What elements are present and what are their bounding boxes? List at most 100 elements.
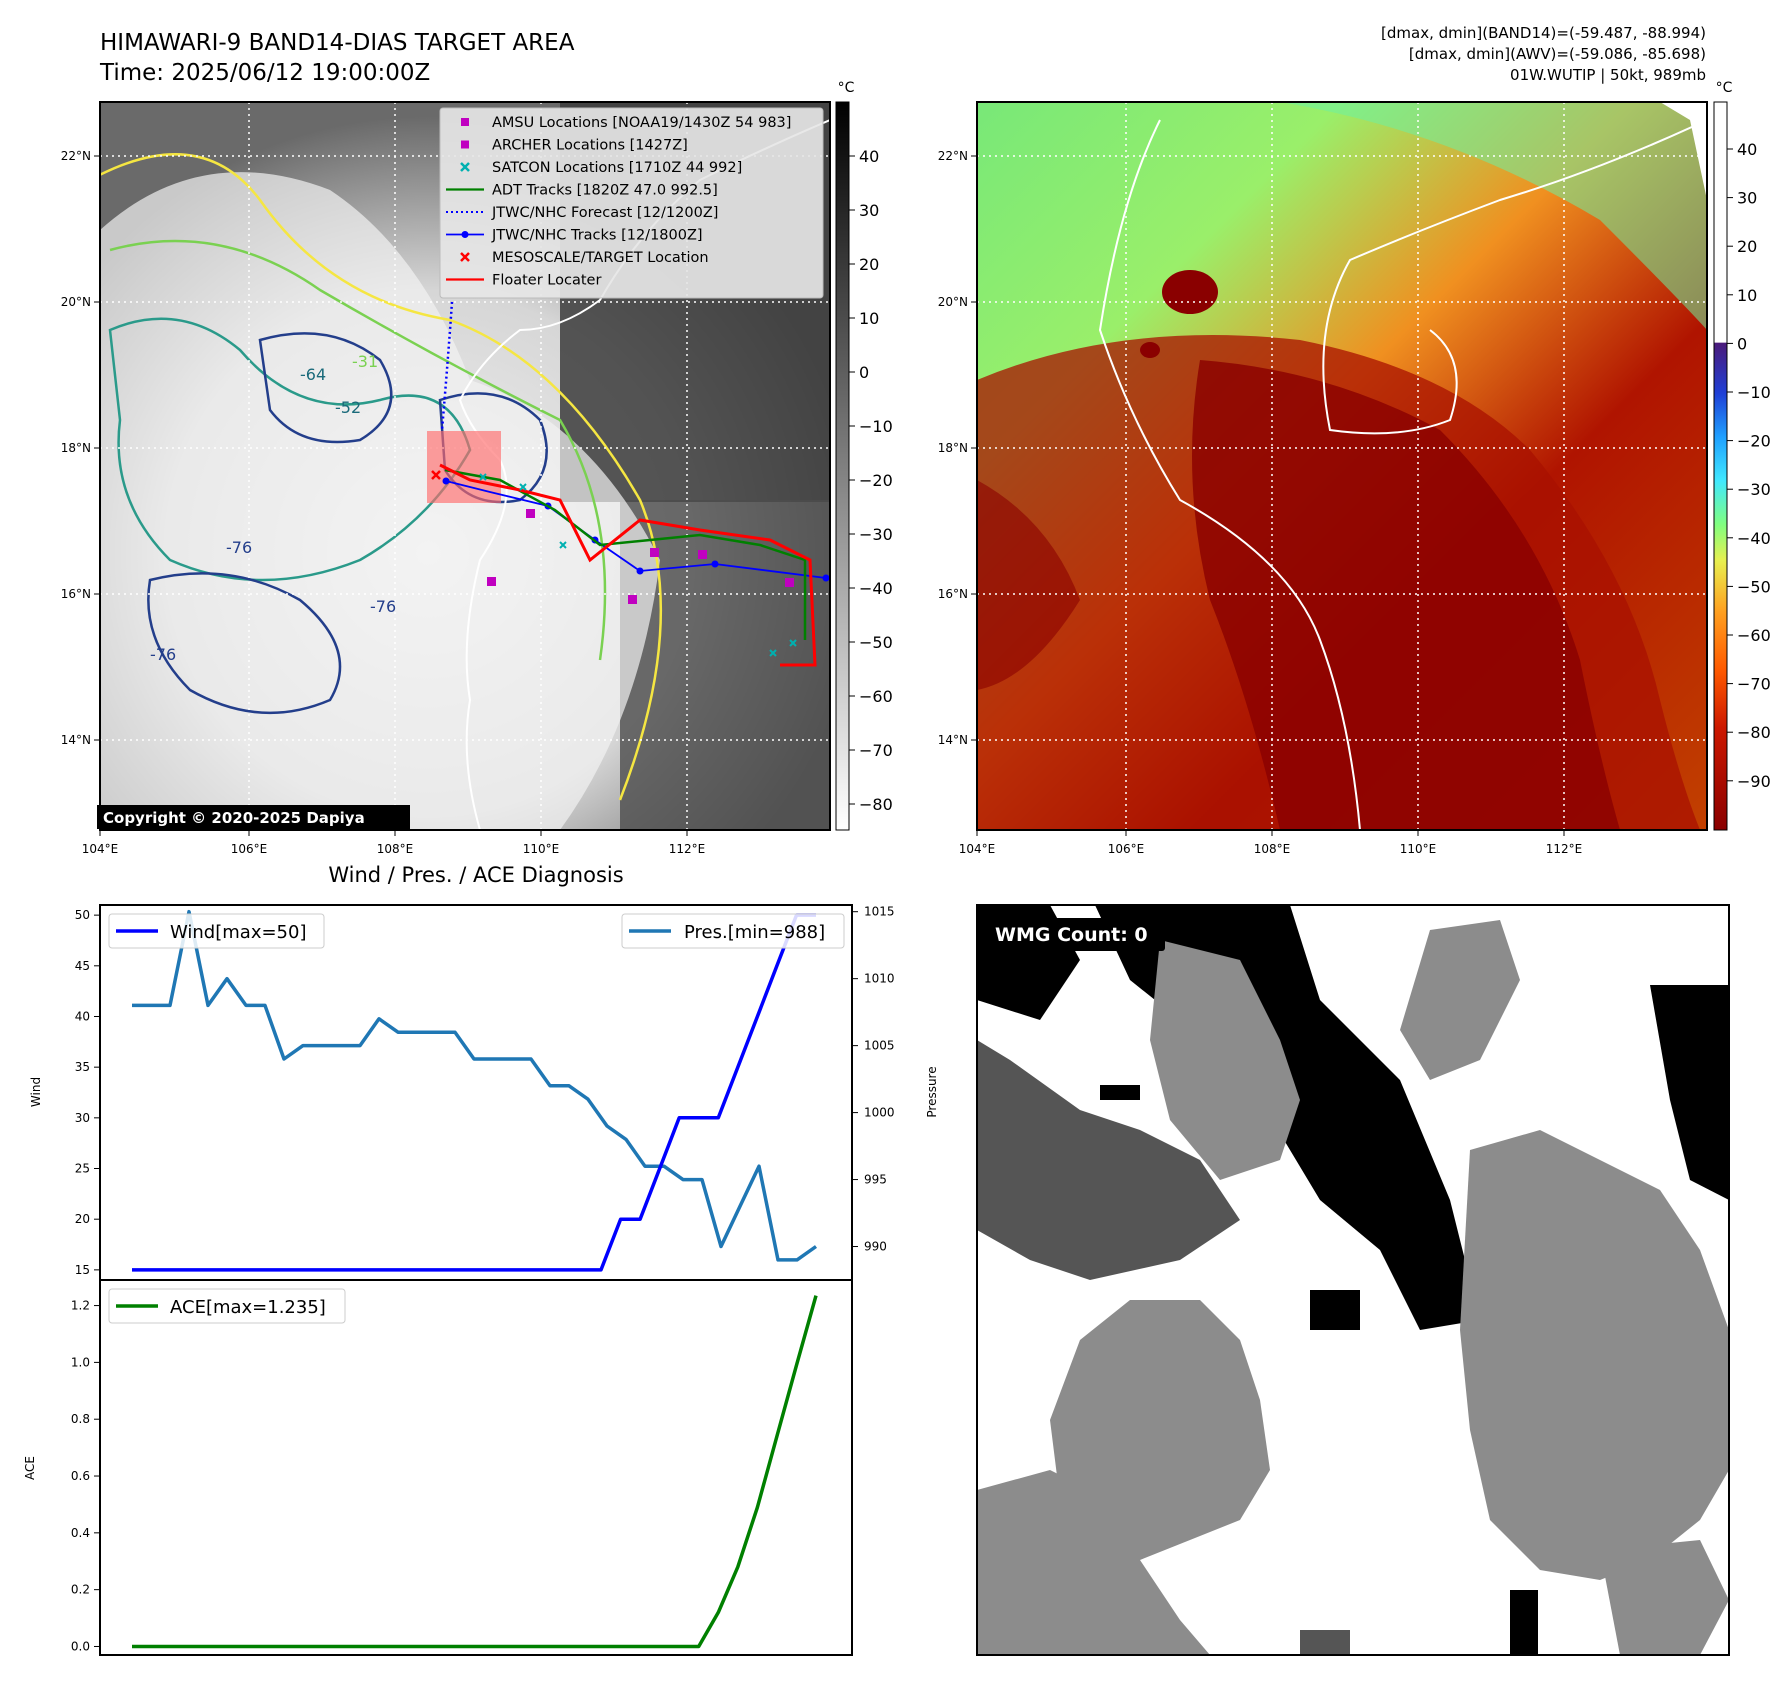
colorbar-tick-label: −70 [859,741,893,760]
lon-tick-label: 110°E [1400,842,1437,856]
colorbar-tick-label: 20 [1737,237,1757,256]
colorbar-tick-label: 0 [1737,334,1747,353]
axis-tick-label: 1.0 [71,1355,90,1369]
axis-tick-label: 1010 [864,972,895,986]
colorbar-tick-label: 40 [1737,140,1757,159]
band14-range: [dmax, dmin](BAND14)=(-59.487, -88.994) [1381,24,1706,42]
floater-locater [439,463,817,667]
legend-row-3: ADT Tracks [1820Z 47.0 992.5] [446,183,718,199]
colorbar-tick-label: −40 [1737,529,1771,548]
ace-legend-label: ACE[max=1.235] [170,1297,326,1318]
contour-label-2: -52 [335,398,361,417]
ir-colorbar [835,101,850,831]
colorbar-tick-label: −80 [859,795,893,814]
colorbar-tick-label: −30 [859,525,893,544]
target-location-marker [431,470,441,480]
awv-colorbar-ticks: 40 30 20 10 0 −10 −20 −30 −40 −50 −60 −70 −80 −90 [1727,140,1771,791]
lon-tick-label: 106°E [231,842,268,856]
lon-tick-label: 104°E [959,842,996,856]
amsu-archer-markers [487,509,794,604]
contour-labels: -31 -52 -64 -76 -76 -76 [150,352,396,664]
wind-legend: Wind[max=50] [108,913,325,949]
contour-label-6: -76 [150,645,176,664]
figure-time: Time: 2025/06/12 19:00:00Z [99,60,430,86]
ir-colorbar-ticks: 40 30 20 10 0 −10 −20 −30 −40 −50 −60 −70 −80 [849,147,893,814]
colorbar-tick-label: −10 [859,417,893,436]
legend-row-5: JTWC/NHC Tracks [12/1800Z] [446,228,703,244]
axis-tick-label: 30 [75,1111,90,1125]
axis-tick-label: 45 [75,959,90,973]
storm-info: 01W.WUTIP | 50kt, 989mb [1510,66,1706,84]
colorbar-tick-label: −60 [1737,626,1771,645]
wind-axis-ticks: 50 45 40 35 30 25 20 15 [75,908,100,1277]
lat-tick-label: 16°N [938,587,968,601]
legend-row-2: SATCON Locations [1710Z 44 992] [460,160,742,176]
diagnosis-title: Wind / Pres. / ACE Diagnosis [328,863,623,887]
lon-tick-label: 106°E [1108,842,1145,856]
legend-label: MESOSCALE/TARGET Location [492,250,709,266]
axis-tick-label: 1000 [864,1106,895,1120]
lat-tick-label: 14°N [938,733,968,747]
colorbar-tick-label: 20 [859,255,879,274]
colorbar-tick-label: −70 [1737,675,1771,694]
colorbar-tick-label: 40 [859,147,879,166]
colorbar-tick-label: −20 [859,471,893,490]
axis-tick-label: 0.0 [71,1639,90,1653]
pressure-legend: Pres.[min=988] [621,913,845,949]
pressure-legend-label: Pres.[min=988] [684,922,825,943]
legend-row-4: JTWC/NHC Forecast [12/1200Z] [446,205,718,221]
awv-colorbar-unit: °C [1716,80,1733,96]
copyright-text: Copyright © 2020-2025 Dapiya [103,809,365,827]
wind-legend-label: Wind[max=50] [170,922,307,943]
axis-tick-label: 995 [864,1173,887,1187]
colorbar-tick-label: −30 [1737,480,1771,499]
axis-tick-label: 0.2 [71,1583,90,1597]
axis-tick-label: 0.6 [71,1469,90,1483]
contour-label-3: -64 [300,365,326,384]
legend-label: JTWC/NHC Forecast [12/1200Z] [491,205,718,221]
colorbar-tick-label: −90 [1737,772,1771,791]
ace-axis-label: ACE [23,1456,37,1480]
lat-tick-label: 20°N [938,295,968,309]
lat-tick-label: 16°N [61,587,91,601]
legend-marker-dot [461,231,469,238]
legend-label: ARCHER Locations [1427Z] [492,138,688,154]
pressure-axis-ticks: 1015 1010 1005 1000 995 990 [852,905,895,1254]
axis-tick-label: 15 [75,1263,90,1277]
awv-colorbar [1713,101,1728,831]
ir-legend: AMSU Locations [NOAA19/1430Z 54 983] ARCH… [439,107,824,299]
axis-tick-label: 50 [75,908,90,922]
axis-tick-label: 35 [75,1060,90,1074]
lat-tick-label: 14°N [61,733,91,747]
axis-tick-label: 0.4 [71,1526,90,1540]
colorbar-tick-label: −40 [859,579,893,598]
lat-tick-label: 22°N [938,149,968,163]
colorbar-tick-label: 10 [859,309,879,328]
awv-range: [dmax, dmin](AWV)=(-59.086, -85.698) [1409,45,1706,63]
legend-label: AMSU Locations [NOAA19/1430Z 54 983] [492,115,791,131]
lon-tick-label: 110°E [523,842,560,856]
axis-tick-label: 1005 [864,1039,895,1053]
colorbar-tick-label: −50 [859,633,893,652]
lon-tick-label: 108°E [377,842,414,856]
contour-label-4: -76 [226,538,252,557]
lat-tick-label: 22°N [61,149,91,163]
legend-label: SATCON Locations [1710Z 44 992] [492,160,742,176]
legend-label: ADT Tracks [1820Z 47.0 992.5] [492,183,718,199]
ace-legend: ACE[max=1.235] [108,1288,346,1324]
legend-row-6: MESOSCALE/TARGET Location [460,250,709,266]
legend-marker-x [460,162,470,172]
legend-marker-square [461,118,469,126]
lon-tick-label: 108°E [1254,842,1291,856]
ir-panel: -31 -52 -64 -76 -76 -76 AMSU Locations [… [97,80,893,831]
axis-tick-label: 40 [75,1009,90,1023]
legend-row-1: ARCHER Locations [1427Z] [461,138,688,154]
axis-tick-label: 0.8 [71,1412,90,1426]
lat-tick-label: 18°N [938,441,968,455]
lat-tick-label: 20°N [61,295,91,309]
lon-tick-label: 112°E [669,842,706,856]
lon-tick-label: 104°E [82,842,119,856]
ace-axis-ticks: 1.2 1.0 0.8 0.6 0.4 0.2 0.0 [71,1299,100,1653]
